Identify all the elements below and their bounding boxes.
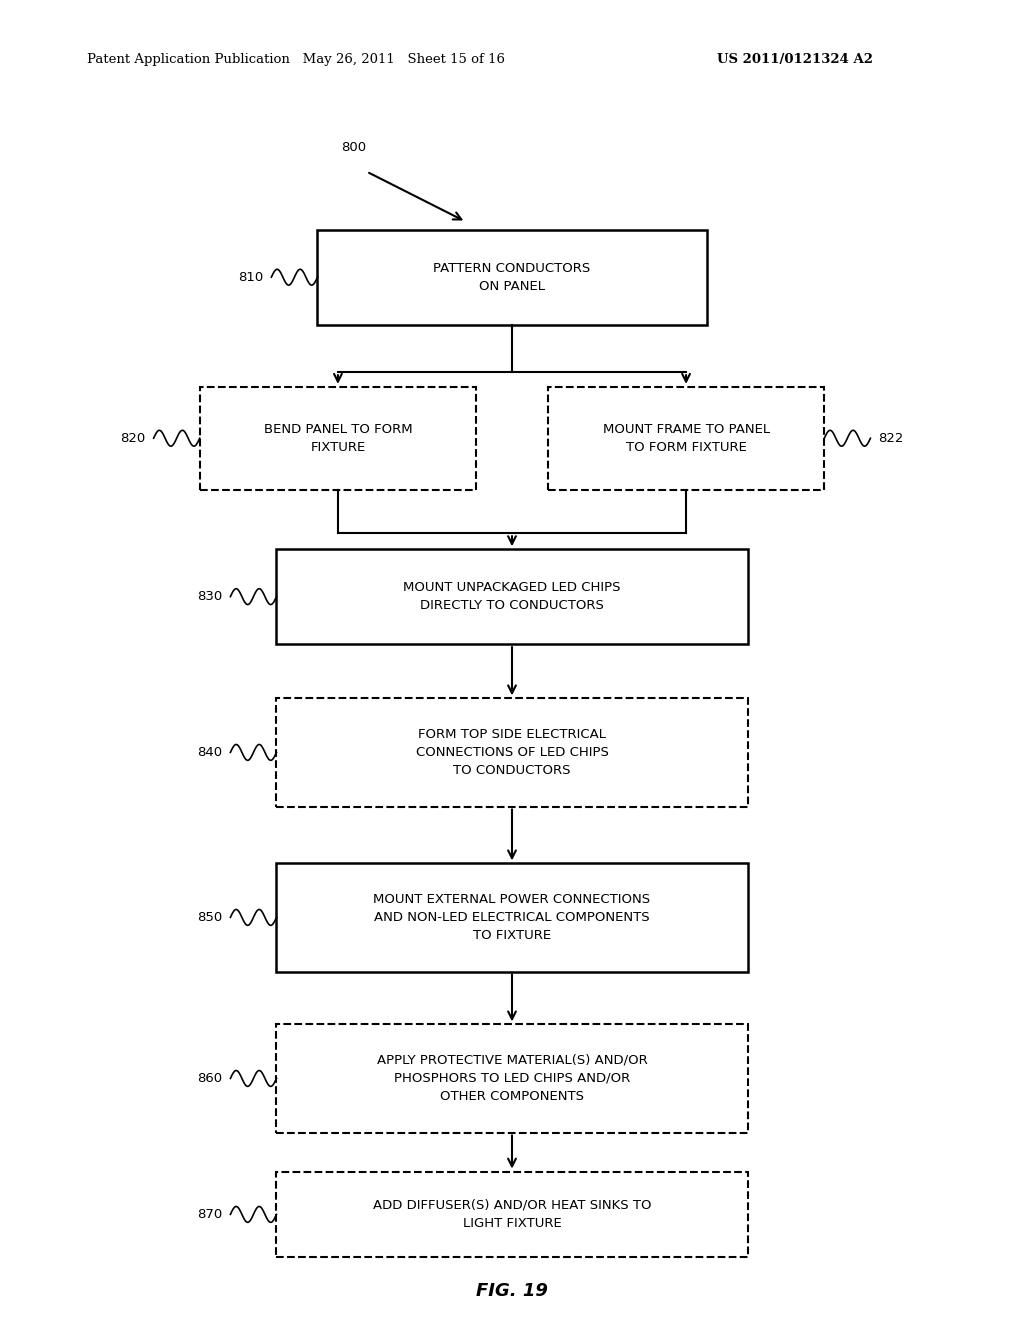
Text: 840: 840: [197, 746, 222, 759]
Bar: [276, 549, 748, 644]
Text: 820: 820: [120, 432, 145, 445]
Text: MOUNT EXTERNAL POWER CONNECTIONS
AND NON-LED ELECTRICAL COMPONENTS
TO FIXTURE: MOUNT EXTERNAL POWER CONNECTIONS AND NON…: [374, 892, 650, 942]
Bar: [276, 1172, 748, 1257]
Text: 860: 860: [197, 1072, 222, 1085]
Text: US 2011/0121324 A2: US 2011/0121324 A2: [717, 53, 872, 66]
Text: MOUNT UNPACKAGED LED CHIPS
DIRECTLY TO CONDUCTORS: MOUNT UNPACKAGED LED CHIPS DIRECTLY TO C…: [403, 581, 621, 612]
Text: 800: 800: [341, 141, 367, 154]
Text: 850: 850: [197, 911, 222, 924]
Text: MOUNT FRAME TO PANEL
TO FORM FIXTURE: MOUNT FRAME TO PANEL TO FORM FIXTURE: [602, 422, 770, 454]
Text: PATTERN CONDUCTORS
ON PANEL: PATTERN CONDUCTORS ON PANEL: [433, 261, 591, 293]
Text: BEND PANEL TO FORM
FIXTURE: BEND PANEL TO FORM FIXTURE: [263, 422, 413, 454]
Text: FIG. 19: FIG. 19: [476, 1282, 548, 1300]
Text: APPLY PROTECTIVE MATERIAL(S) AND/OR
PHOSPHORS TO LED CHIPS AND/OR
OTHER COMPONEN: APPLY PROTECTIVE MATERIAL(S) AND/OR PHOS…: [377, 1053, 647, 1104]
Bar: [276, 863, 748, 972]
Bar: [317, 230, 707, 325]
Bar: [200, 387, 476, 490]
Text: 870: 870: [197, 1208, 222, 1221]
Text: ADD DIFFUSER(S) AND/OR HEAT SINKS TO
LIGHT FIXTURE: ADD DIFFUSER(S) AND/OR HEAT SINKS TO LIG…: [373, 1199, 651, 1230]
Text: 810: 810: [238, 271, 263, 284]
Bar: [548, 387, 824, 490]
Text: Patent Application Publication   May 26, 2011   Sheet 15 of 16: Patent Application Publication May 26, 2…: [87, 53, 505, 66]
Text: 830: 830: [197, 590, 222, 603]
Text: 822: 822: [879, 432, 904, 445]
Bar: [276, 1024, 748, 1133]
Text: FORM TOP SIDE ELECTRICAL
CONNECTIONS OF LED CHIPS
TO CONDUCTORS: FORM TOP SIDE ELECTRICAL CONNECTIONS OF …: [416, 727, 608, 777]
Bar: [276, 698, 748, 807]
